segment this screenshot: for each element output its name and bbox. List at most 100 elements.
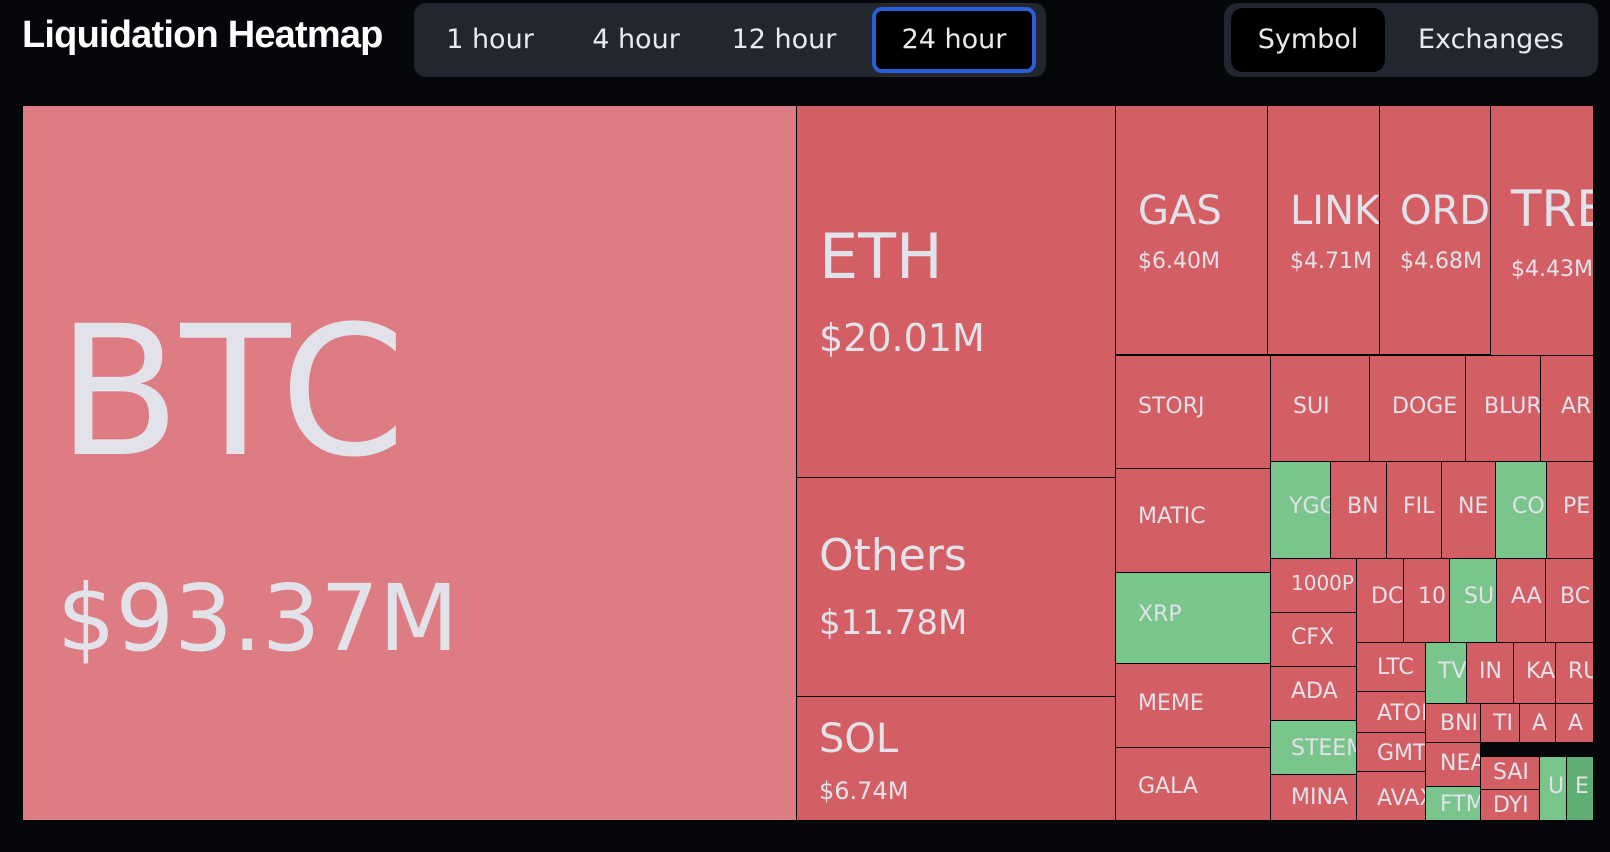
tile-symbol: 10 bbox=[1418, 584, 1446, 609]
tile-u[interactable]: U bbox=[1539, 756, 1567, 821]
tile-symbol: PE bbox=[1563, 494, 1591, 519]
tile-e[interactable]: E bbox=[1566, 756, 1594, 821]
symbol-option[interactable]: Symbol bbox=[1231, 8, 1385, 72]
page-title: Liquidation Heatmap bbox=[22, 14, 383, 56]
tile-symbol: FIL bbox=[1403, 494, 1435, 519]
tile-symbol: ORDI bbox=[1400, 188, 1491, 234]
tile-eth[interactable]: ETH $20.01M bbox=[796, 105, 1116, 478]
tile-symbol: DOGE bbox=[1392, 394, 1458, 419]
tile-value: $6.74M bbox=[819, 777, 909, 805]
tab-4-hour[interactable]: 4 hour bbox=[592, 24, 680, 55]
tile-dyi[interactable]: DYI bbox=[1480, 789, 1540, 821]
tile-storj[interactable]: STORJ bbox=[1115, 355, 1271, 469]
tile-symbol: U bbox=[1548, 774, 1565, 799]
tile-ka[interactable]: KA bbox=[1513, 642, 1556, 704]
tile-symbol: NEA bbox=[1440, 751, 1481, 776]
tile-ru[interactable]: RU bbox=[1555, 642, 1594, 704]
tile-symbol: YGG bbox=[1289, 494, 1330, 519]
tile-sai[interactable]: SAI bbox=[1480, 756, 1540, 790]
tile-bc[interactable]: BC bbox=[1545, 558, 1594, 643]
tile-link[interactable]: LINK $4.71M bbox=[1267, 105, 1380, 355]
tile-symbol: STEEM bbox=[1291, 736, 1356, 761]
tile-value: $93.37M bbox=[57, 565, 459, 672]
tile-a1[interactable]: A bbox=[1519, 703, 1556, 743]
tab-24-hour[interactable]: 24 hour bbox=[872, 7, 1036, 73]
tile-symbol: Others bbox=[819, 530, 967, 581]
tile-cfx[interactable]: CFX bbox=[1270, 612, 1357, 667]
tile-pe[interactable]: PE bbox=[1546, 461, 1594, 559]
tile-ar[interactable]: AR bbox=[1540, 355, 1594, 469]
tile-others[interactable]: Others $11.78M bbox=[796, 477, 1116, 697]
tab-1-hour[interactable]: 1 hour bbox=[446, 24, 534, 55]
tile-symbol: ETH bbox=[819, 220, 943, 293]
tile-bnb[interactable]: BNI bbox=[1425, 703, 1481, 743]
tile-value: $6.40M bbox=[1138, 249, 1220, 274]
tile-btc[interactable]: BTC $93.37M bbox=[22, 105, 797, 821]
tile-ftm[interactable]: FTM bbox=[1425, 786, 1481, 821]
tile-symbol: LINK bbox=[1290, 188, 1380, 234]
tile-tv[interactable]: TV bbox=[1425, 642, 1467, 704]
tile-su[interactable]: SU bbox=[1449, 558, 1497, 643]
tile-dc[interactable]: DC bbox=[1356, 558, 1404, 643]
tile-mina[interactable]: MINA bbox=[1270, 774, 1357, 821]
tile-symbol: STORJ bbox=[1138, 394, 1205, 419]
tile-nea[interactable]: NEA bbox=[1425, 742, 1481, 787]
tile-symbol: A bbox=[1532, 711, 1548, 736]
tile-co[interactable]: CO bbox=[1495, 461, 1547, 559]
tile-aa[interactable]: AA bbox=[1496, 558, 1546, 643]
tile-gmt[interactable]: GMT bbox=[1356, 732, 1426, 772]
tile-ada[interactable]: ADA bbox=[1270, 666, 1357, 721]
tile-symbol: CFX bbox=[1291, 625, 1335, 650]
exchanges-option[interactable]: Exchanges bbox=[1418, 24, 1564, 55]
tile-symbol: AR bbox=[1561, 394, 1592, 419]
tile-symbol: MATIC bbox=[1138, 504, 1206, 529]
tile-doge[interactable]: DOGE bbox=[1369, 355, 1466, 469]
tile-symbol: TI bbox=[1493, 711, 1513, 736]
tile-10[interactable]: 10 bbox=[1403, 558, 1450, 643]
tile-gas[interactable]: GAS $6.40M bbox=[1115, 105, 1268, 355]
tile-ne[interactable]: NE bbox=[1441, 461, 1496, 559]
tile-symbol: ATOI bbox=[1377, 701, 1426, 726]
tile-tre[interactable]: TRE $4.43M bbox=[1490, 105, 1594, 363]
tile-symbol: NE bbox=[1458, 494, 1489, 519]
tile-symbol: SU bbox=[1464, 584, 1495, 609]
tile-symbol: MEME bbox=[1138, 691, 1204, 716]
tile-gala[interactable]: GALA bbox=[1115, 747, 1271, 821]
tile-ltc[interactable]: LTC bbox=[1356, 642, 1426, 692]
tile-symbol: XRP bbox=[1138, 602, 1182, 627]
time-range-tabs: 1 hour 4 hour 12 hour 24 hour bbox=[414, 3, 1046, 77]
tile-value: $4.43M bbox=[1511, 257, 1593, 282]
tile-ordi[interactable]: ORDI $4.68M bbox=[1379, 105, 1491, 355]
tile-symbol: AVAX bbox=[1377, 786, 1425, 811]
tile-in[interactable]: IN bbox=[1466, 642, 1514, 704]
tile-xrp[interactable]: XRP bbox=[1115, 572, 1271, 664]
tile-sol[interactable]: SOL $6.74M bbox=[796, 696, 1116, 821]
tile-symbol: KA bbox=[1526, 659, 1556, 684]
tile-bn1[interactable]: BN bbox=[1330, 461, 1387, 559]
tile-avax[interactable]: AVAX bbox=[1356, 771, 1426, 821]
tile-1000p[interactable]: 1000P bbox=[1270, 558, 1357, 613]
tile-steem[interactable]: STEEM bbox=[1270, 720, 1357, 775]
tile-ygg[interactable]: YGG bbox=[1270, 461, 1331, 559]
tile-symbol: CO bbox=[1512, 494, 1545, 519]
tab-12-hour[interactable]: 12 hour bbox=[731, 24, 837, 55]
tile-symbol: BNI bbox=[1440, 711, 1479, 736]
tile-fil[interactable]: FIL bbox=[1386, 461, 1442, 559]
tile-sui[interactable]: SUI bbox=[1270, 355, 1370, 469]
tile-meme[interactable]: MEME bbox=[1115, 663, 1271, 748]
tile-symbol: SUI bbox=[1293, 394, 1330, 419]
tile-symbol: ADA bbox=[1291, 679, 1338, 704]
tile-symbol: BN bbox=[1347, 494, 1379, 519]
tile-value: $4.71M bbox=[1290, 249, 1372, 274]
tile-symbol: FTM bbox=[1440, 792, 1481, 817]
tile-matic[interactable]: MATIC bbox=[1115, 468, 1271, 573]
tile-value: $11.78M bbox=[819, 603, 968, 643]
tile-a2[interactable]: A bbox=[1555, 703, 1594, 743]
tile-ti[interactable]: TI bbox=[1480, 703, 1520, 743]
tile-symbol: DYI bbox=[1493, 793, 1529, 818]
tile-blur[interactable]: BLUR bbox=[1465, 355, 1541, 469]
group-by-toggle: Symbol Exchanges bbox=[1224, 3, 1598, 77]
tile-ato[interactable]: ATOI bbox=[1356, 691, 1426, 733]
tile-symbol: TV bbox=[1438, 659, 1467, 684]
